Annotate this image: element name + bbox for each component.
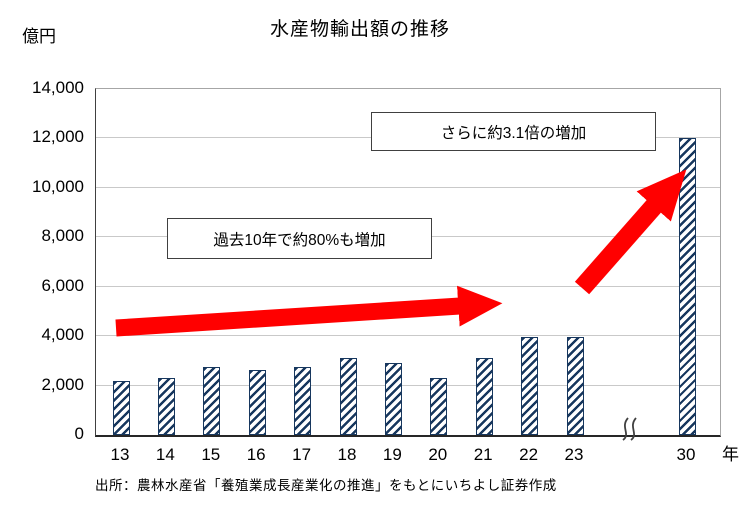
bar-16 xyxy=(248,370,266,435)
gridline xyxy=(96,285,720,287)
gridline xyxy=(96,335,720,337)
y-tick-label: 2,000 xyxy=(41,374,84,394)
x-tick-label: 23 xyxy=(564,445,584,464)
annotation-box-2: さらに約3.1倍の増加 xyxy=(371,112,656,151)
bar-13 xyxy=(112,381,130,435)
y-tick-label: 12,000 xyxy=(32,127,84,147)
x-tick-label: 17 xyxy=(292,445,312,464)
y-tick-label: 4,000 xyxy=(41,325,84,345)
annotation-box-1: 過去10年で約80%も増加 xyxy=(167,218,432,259)
x-tick-label: 18 xyxy=(337,445,357,464)
x-tick-label: 14 xyxy=(155,445,175,464)
x-tick-label: 19 xyxy=(382,445,402,464)
bar-21 xyxy=(475,358,493,435)
x-tick-label: 30 xyxy=(676,445,696,464)
bar-19 xyxy=(384,363,402,435)
y-tick-label: 0 xyxy=(74,424,84,443)
bar-23 xyxy=(566,337,584,435)
y-tick-label: 14,000 xyxy=(32,78,84,97)
y-tick-label: 8,000 xyxy=(41,226,84,246)
y-tick-label: 6,000 xyxy=(41,275,84,295)
x-tick-label: 13 xyxy=(110,445,130,464)
bar-18 xyxy=(339,358,357,435)
bar-14 xyxy=(157,378,175,435)
x-tick-label: 22 xyxy=(519,445,539,464)
source-note: 出所：農林水産省「養殖業成長産業化の推進」をもとにいちよし証券作成 xyxy=(95,478,557,493)
bar-17 xyxy=(294,367,312,435)
gridline xyxy=(96,384,720,386)
bar-22 xyxy=(521,337,539,435)
y-tick-label: 10,000 xyxy=(32,176,84,196)
x-tick-label: 21 xyxy=(473,445,493,464)
bar-15 xyxy=(203,367,221,435)
x-tick-label: 20 xyxy=(428,445,448,464)
x-axis-unit-label: 年 xyxy=(722,445,739,464)
chart-title: 水産物輸出額の推移 xyxy=(269,19,450,40)
x-tick-label: 16 xyxy=(246,445,266,464)
y-axis-unit-label: 億円 xyxy=(22,27,56,46)
bar-20 xyxy=(430,378,448,435)
gridline xyxy=(96,186,720,188)
bar-30 xyxy=(678,138,696,435)
x-tick-label: 15 xyxy=(201,445,221,464)
